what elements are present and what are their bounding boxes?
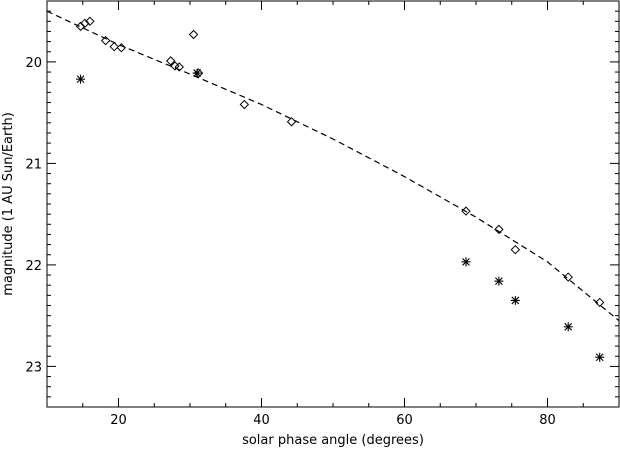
diamond-point xyxy=(100,35,111,46)
asterisk-point xyxy=(595,352,605,362)
y-tick-label: 23 xyxy=(25,360,42,375)
diamond-point xyxy=(165,56,176,66)
diamond-point xyxy=(85,16,95,27)
y-tick-label: 21 xyxy=(25,157,42,172)
diamond-point xyxy=(494,224,504,235)
asterisk-point xyxy=(494,276,504,286)
diamond-point xyxy=(461,206,471,216)
x-axis-title: solar phase angle (degrees) xyxy=(242,433,424,448)
y-tick-label: 22 xyxy=(25,259,42,274)
asterisk-point xyxy=(461,257,471,267)
diamond-point xyxy=(188,29,199,40)
x-tick-label: 80 xyxy=(539,413,556,428)
asterisk-point xyxy=(76,74,86,84)
asterisk-point xyxy=(510,295,520,305)
axis-ticks: 20 40 60 80 20 21 22 23 xyxy=(25,1,619,428)
diamond-point xyxy=(239,99,250,110)
diamond-point xyxy=(109,41,119,52)
plot-frame xyxy=(46,0,620,408)
asterisk-point xyxy=(192,68,202,78)
fit-curve xyxy=(46,10,620,322)
fit-curve-layer xyxy=(46,10,620,322)
diamond-point xyxy=(116,42,127,53)
diamond-point xyxy=(510,244,521,255)
diamond-point xyxy=(174,62,184,72)
y-tick-label: 20 xyxy=(25,56,42,71)
x-tick-label: 40 xyxy=(253,413,270,428)
diamond-point xyxy=(594,297,605,308)
y-axis-title: magnitude (1 AU Sun/Earth) xyxy=(1,112,16,296)
x-tick-label: 60 xyxy=(396,413,413,428)
diamond-point xyxy=(563,272,573,282)
data-points-layer xyxy=(75,16,605,362)
x-tick-label: 20 xyxy=(110,413,127,428)
asterisk-point xyxy=(563,322,573,332)
diamond-point xyxy=(286,117,297,127)
diamond-point xyxy=(80,18,90,29)
